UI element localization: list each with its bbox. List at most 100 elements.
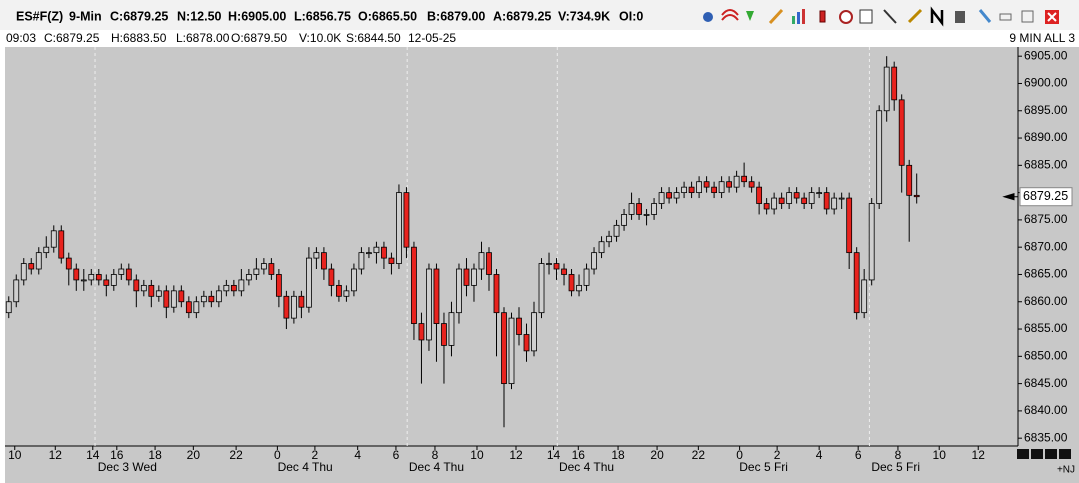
icon[interactable]	[703, 12, 713, 22]
candle-body	[110, 274, 117, 286]
candle-body	[696, 181, 702, 194]
candle-body	[305, 257, 312, 308]
candle-body	[133, 279, 140, 292]
date-label: Dec 4 Thu	[559, 460, 614, 474]
icon[interactable]	[955, 11, 965, 23]
x-tick-label: 18	[611, 448, 625, 462]
candle-body	[313, 252, 320, 259]
candle-body	[58, 230, 65, 259]
candle-body	[351, 268, 357, 292]
candle-body	[283, 295, 290, 319]
x-tick-label: 22	[229, 448, 243, 462]
quote-field: V:734.9K	[558, 9, 610, 23]
candle-body	[103, 279, 110, 286]
candle-body	[478, 252, 485, 270]
candle-body	[396, 192, 402, 264]
candle-body	[583, 268, 590, 286]
candle-body	[741, 175, 748, 183]
x-tick-label: 12	[509, 448, 523, 462]
quote-field: C:6879.25	[110, 9, 168, 23]
candle-body	[658, 192, 665, 204]
candle-body	[215, 290, 222, 303]
date-label: Dec 5 Fri	[739, 460, 788, 474]
candle-body	[628, 203, 635, 215]
icon[interactable]	[792, 16, 795, 24]
y-tick-label: 6875.00	[1024, 212, 1068, 226]
x-tick-label: 2	[312, 448, 319, 462]
candle-body	[546, 263, 552, 265]
candle-body	[373, 246, 380, 254]
candle-body	[208, 295, 215, 303]
candle-body	[418, 323, 425, 341]
candle-body	[553, 263, 560, 270]
quote-field: OI:0	[619, 9, 643, 23]
icon[interactable]	[797, 12, 800, 24]
bar-info-field: S:6844.50	[346, 31, 401, 45]
candle-body	[381, 246, 387, 259]
bar-info-field: H:6883.50	[111, 31, 167, 45]
candle-body	[155, 290, 162, 297]
quote-field: L:6856.75	[294, 9, 351, 23]
icon[interactable]	[721, 9, 739, 21]
minimize-button[interactable]	[999, 13, 1012, 21]
x-tick-label: 4	[816, 448, 823, 462]
candle-body	[898, 99, 905, 166]
candle-body	[170, 290, 177, 308]
x-tick-label: 0	[736, 448, 743, 462]
candle-body	[748, 181, 755, 188]
date-label: Dec 4 Thu	[409, 460, 464, 474]
candle-body	[763, 203, 770, 210]
icon[interactable]	[859, 9, 873, 24]
candle-body	[358, 252, 365, 270]
candle-body	[508, 317, 515, 385]
candle-body	[223, 284, 230, 292]
quote-field: ES#F(Z)	[16, 9, 63, 23]
icon[interactable]	[768, 8, 784, 25]
candle-body	[523, 334, 530, 352]
candle-body	[688, 186, 695, 194]
candle-body	[140, 284, 147, 292]
icon[interactable]	[930, 6, 944, 27]
candle-body	[786, 192, 793, 204]
icon[interactable]	[746, 11, 754, 21]
x-tick-label: 8	[432, 448, 439, 462]
candle-body	[118, 268, 125, 275]
x-tick-label: 12	[49, 448, 63, 462]
icon[interactable]	[802, 9, 805, 24]
corner-label: +NJ	[1057, 465, 1075, 476]
x-tick-label: 6	[855, 448, 862, 462]
candle-body	[260, 263, 267, 270]
quote-field: B:6879.00	[427, 9, 485, 23]
icon[interactable]	[839, 10, 853, 24]
candle-body	[200, 295, 207, 303]
candle-body	[185, 301, 192, 314]
candle-body	[95, 274, 102, 281]
candle-body	[621, 214, 627, 226]
candle-body	[613, 224, 620, 237]
candle-body	[321, 252, 327, 270]
date-label: Dec 4 Thu	[278, 460, 333, 474]
candle-body	[718, 181, 725, 194]
candle-body	[43, 246, 50, 254]
toolbar-icons[interactable]	[703, 6, 1059, 27]
quote-field: N:12.50	[177, 9, 222, 23]
candle-body	[20, 263, 27, 281]
close-icon[interactable]	[1047, 12, 1057, 22]
x-tick-label: 14	[547, 448, 561, 462]
candle-body	[636, 203, 642, 215]
candle-body	[891, 66, 898, 101]
candle-body	[516, 317, 522, 335]
candle-body	[703, 181, 710, 188]
maximize-button[interactable]	[1021, 10, 1034, 23]
candle-body	[456, 268, 462, 314]
candle-body	[411, 246, 417, 324]
icon[interactable]	[883, 9, 897, 24]
icon[interactable]	[907, 8, 923, 24]
icon[interactable]	[978, 9, 992, 23]
x-tick-label: 8	[895, 448, 902, 462]
candle-body	[801, 197, 808, 204]
y-tick-label: 6890.00	[1024, 130, 1068, 144]
candle-body	[666, 192, 672, 199]
candle-body	[538, 263, 545, 314]
icon[interactable]	[819, 10, 826, 23]
